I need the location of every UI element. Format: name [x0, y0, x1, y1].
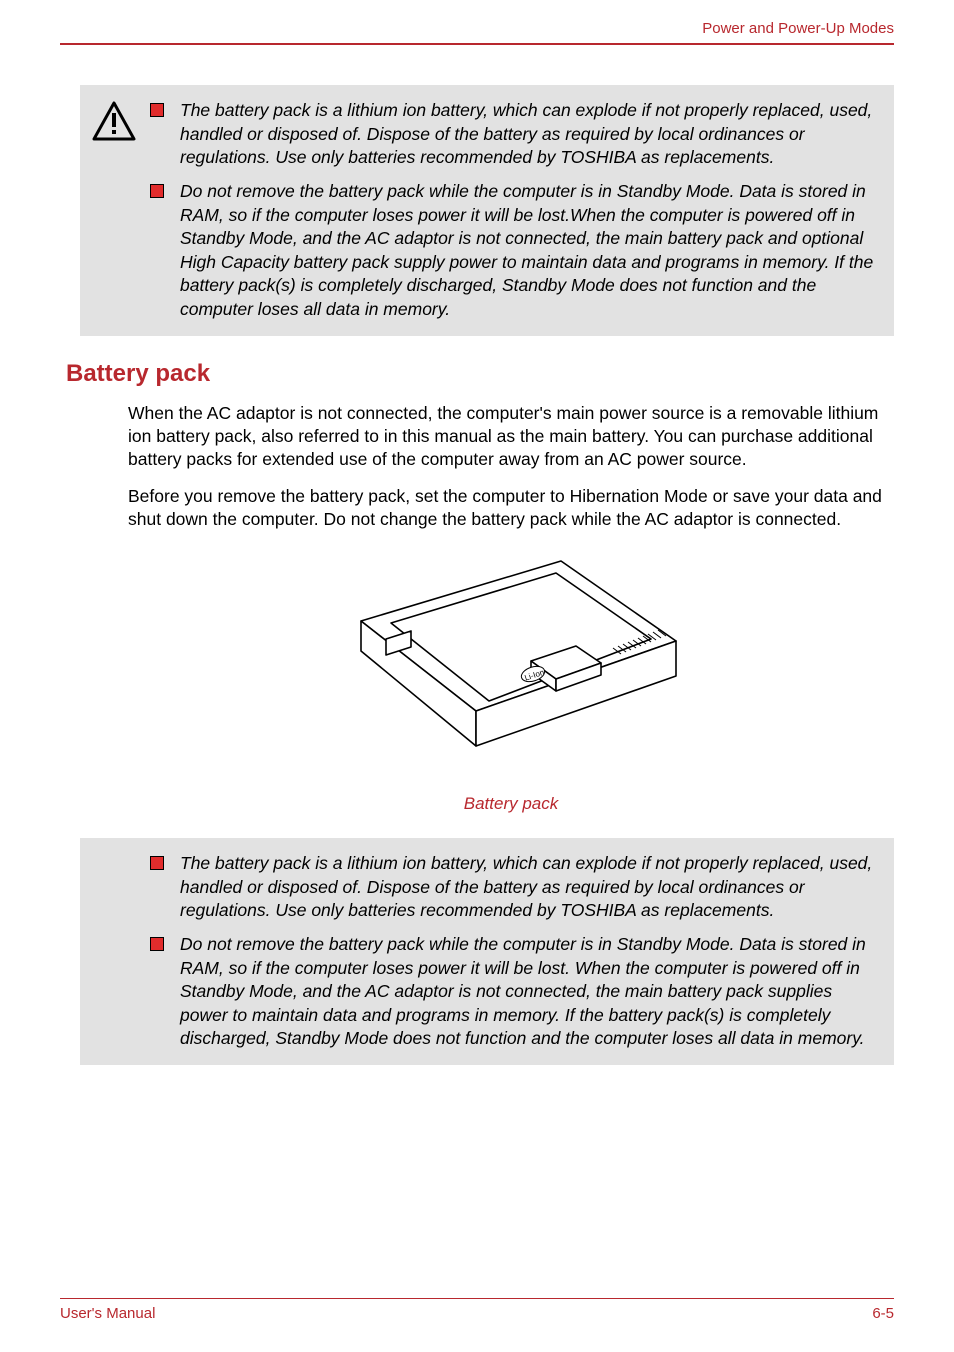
header-chapter-title: Power and Power-Up Modes	[60, 20, 894, 43]
bullet-icon	[150, 937, 164, 951]
figure-battery-pack: Li-Ion	[128, 551, 894, 786]
section-heading-battery-pack: Battery pack	[60, 360, 894, 388]
bullet-icon	[150, 184, 164, 198]
page-footer: User's Manual 6-5	[60, 1298, 894, 1322]
warning-1-content: The battery pack is a lithium ion batter…	[150, 99, 878, 322]
header-rule	[60, 43, 894, 45]
figure-caption: Battery pack	[128, 794, 894, 814]
warning-2-text-1: Do not remove the battery pack while the…	[180, 933, 878, 1051]
footer-rule	[60, 1298, 894, 1299]
body-paragraph-1: Before you remove the battery pack, set …	[128, 485, 894, 531]
bullet-icon	[150, 103, 164, 117]
warning-icon	[92, 99, 136, 322]
footer-page-number: 6-5	[872, 1305, 894, 1322]
warning-1-text-0: The battery pack is a lithium ion batter…	[180, 99, 878, 170]
warning-2-item: The battery pack is a lithium ion batter…	[150, 852, 878, 923]
warning-1-item: Do not remove the battery pack while the…	[150, 180, 878, 322]
warning-1-text-1: Do not remove the battery pack while the…	[180, 180, 878, 322]
warning-1-item: The battery pack is a lithium ion batter…	[150, 99, 878, 170]
body-paragraph-0: When the AC adaptor is not connected, th…	[128, 402, 894, 471]
warning-2-item: Do not remove the battery pack while the…	[150, 933, 878, 1051]
warning-box-1: The battery pack is a lithium ion batter…	[80, 85, 894, 336]
bullet-icon	[150, 856, 164, 870]
warning-2-text-0: The battery pack is a lithium ion batter…	[180, 852, 878, 923]
warning-box-2: The battery pack is a lithium ion batter…	[80, 838, 894, 1065]
footer-left: User's Manual	[60, 1305, 155, 1322]
